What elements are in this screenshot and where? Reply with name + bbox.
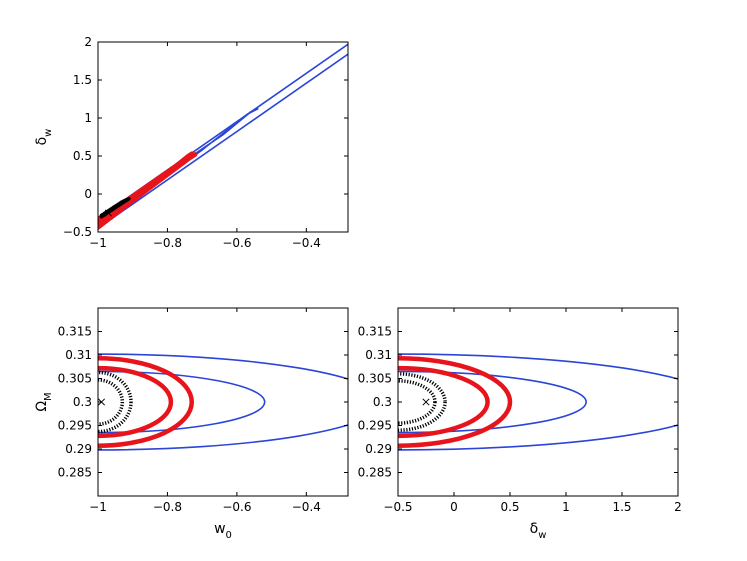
- contour-solid-0: [98, 370, 266, 434]
- y-tick-label: 0.305: [58, 372, 92, 386]
- plot-area: [98, 43, 348, 230]
- x-axis-label-subscript: w: [538, 530, 546, 541]
- contour-thick-2: [98, 356, 194, 448]
- plot-area: [98, 353, 348, 451]
- y-tick-label: 0.305: [358, 372, 392, 386]
- x-axis-label: w0: [214, 521, 232, 541]
- y-tick-label: 0.315: [58, 325, 92, 339]
- x-tick-label: −0.6: [222, 500, 251, 514]
- y-tick-label: 0.3: [373, 395, 392, 409]
- x-axis-label: δw: [530, 521, 547, 541]
- x-tick-label: −0.4: [292, 500, 321, 514]
- x-tick-label: −0.8: [153, 236, 182, 250]
- y-axis-label: ΩM: [34, 392, 54, 411]
- y-tick-label: 0.285: [58, 466, 92, 480]
- contour-dotted-4: [398, 372, 447, 432]
- contour-solid-0: [398, 370, 587, 434]
- best-fit-marker: [104, 209, 112, 217]
- x-tick-label: −0.4: [292, 236, 321, 250]
- y-axis-label-base: δ: [34, 137, 50, 146]
- contour-dotted-4: [98, 370, 133, 434]
- best-fit-marker: [422, 398, 430, 406]
- y-tick-label: 0.295: [358, 419, 392, 433]
- y-tick-label: 0.285: [358, 466, 392, 480]
- x-tick-label: −0.8: [153, 500, 182, 514]
- y-tick-label: 0.315: [358, 325, 392, 339]
- y-tick-label: 1: [84, 111, 92, 125]
- y-tick-label: 0.3: [73, 395, 92, 409]
- panel-bottom-left: −1 −0.8 −0.6 −0.4 0.285 0.29 0.295 0.3 0.305 0.31…: [34, 307, 349, 541]
- y-tick-label: −0.5: [63, 225, 92, 239]
- contour-thick-1: [98, 152, 198, 230]
- x-axis-label-base: δ: [530, 521, 539, 537]
- x-tick-label: 0: [450, 500, 458, 514]
- x-axis-label-subscript: 0: [226, 530, 232, 541]
- y-tick-label: 0.29: [365, 442, 392, 456]
- axes-frame: [397, 307, 679, 497]
- y-tick-label: 0.31: [365, 348, 392, 362]
- x-tick-label: −1: [89, 500, 107, 514]
- y-axis-label-base: Ω: [34, 401, 50, 412]
- x-tick-label: 1.5: [612, 500, 631, 514]
- x-tick-label: −0.5: [383, 500, 412, 514]
- x-axis-label-base: w: [214, 521, 225, 537]
- y-tick-label: 0.295: [58, 419, 92, 433]
- contour-thick-3: [398, 365, 490, 439]
- panel-top-left: −1 −0.8 −0.6 −0.4 −0.5 0 0.5 1 1.5 2 δw: [34, 35, 349, 250]
- axes-frame: [97, 41, 349, 233]
- y-axis-label-subscript: M: [43, 392, 54, 401]
- y-tick-label: 2: [84, 35, 92, 49]
- x-tick-label: 1: [562, 500, 570, 514]
- x-tick-label: 2: [674, 500, 682, 514]
- x-tick-label: −1: [89, 236, 107, 250]
- y-tick-label: 1.5: [73, 73, 92, 87]
- x-tick-label: 0.5: [500, 500, 519, 514]
- axes-frame: [97, 307, 349, 497]
- x-tick-label: −0.6: [222, 236, 251, 250]
- contour-dotted-5: [98, 378, 125, 426]
- plot-area: [398, 353, 678, 451]
- y-tick-label: 0.29: [65, 442, 92, 456]
- y-tick-label: 0.5: [73, 149, 92, 163]
- y-axis-label-subscript: w: [43, 129, 54, 137]
- y-tick-label: 0.31: [65, 348, 92, 362]
- y-tick-label: 0: [84, 187, 92, 201]
- y-axis-label: δw: [34, 129, 54, 146]
- contour-solid-1: [98, 53, 348, 229]
- contour-thick-2: [398, 356, 513, 448]
- contour-thick-3: [98, 365, 174, 439]
- contour-dotted-5: [398, 379, 437, 425]
- panel-bottom-right: −0.5 0 0.5 1 1.5 2 0.285 0.29 0.295 0.3 0.305 0.31 0…: [358, 307, 682, 541]
